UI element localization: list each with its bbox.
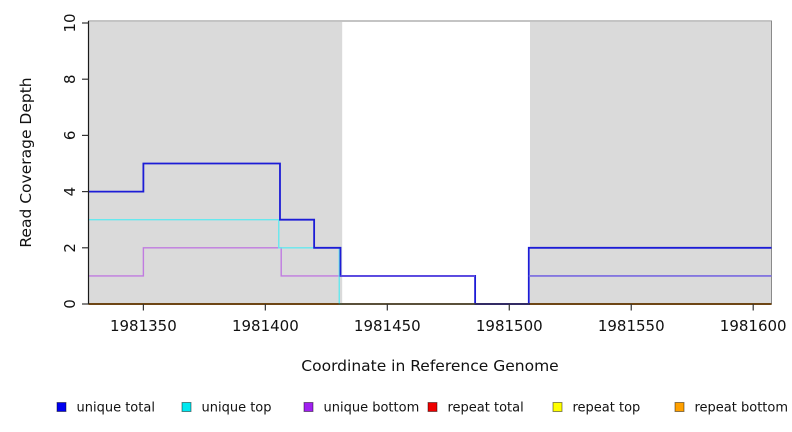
x-tick-label: 1981550 [598, 317, 665, 335]
repeat-region-band [530, 22, 772, 304]
legend-label-repeat-total: repeat total [448, 401, 524, 416]
y-tick-label: 6 [61, 131, 79, 141]
x-tick-label: 1981350 [110, 317, 177, 335]
legend-swatch-unique-total [56, 402, 67, 412]
axes: 1981350 1981400 1981450 1981500 1981550 19816… [61, 13, 787, 335]
shaded-regions [88, 22, 772, 304]
legend-swatch-repeat-total [427, 402, 438, 412]
legend-swatch-unique-bottom [303, 402, 314, 412]
y-tick-label: 10 [61, 13, 79, 32]
legend-label-repeat-bottom: repeat bottom [695, 401, 789, 416]
legend-label-repeat-top: repeat top [573, 401, 641, 416]
x-tick-label: 1981600 [720, 317, 787, 335]
y-axis-title: Read Coverage Depth [17, 77, 35, 247]
legend-label-unique-bottom: unique bottom [324, 401, 420, 416]
y-tick-label: 0 [61, 299, 79, 309]
x-tick-label: 1981450 [354, 317, 421, 335]
legend-label-unique-total: unique total [77, 401, 155, 416]
legend-label-unique-top: unique top [202, 401, 272, 416]
x-tick-label: 1981500 [476, 317, 543, 335]
legend-swatch-repeat-bottom [674, 402, 685, 412]
x-axis-title: Coordinate in Reference Genome [301, 357, 558, 375]
y-tick-label: 8 [61, 74, 79, 84]
y-tick-label: 2 [61, 243, 79, 253]
x-tick-label: 1981400 [232, 317, 299, 335]
legend-swatch-unique-top [181, 402, 192, 412]
legend: unique total unique top unique bottom repea… [56, 401, 789, 416]
legend-swatch-repeat-top [552, 402, 563, 412]
y-tick-label: 4 [61, 187, 79, 197]
